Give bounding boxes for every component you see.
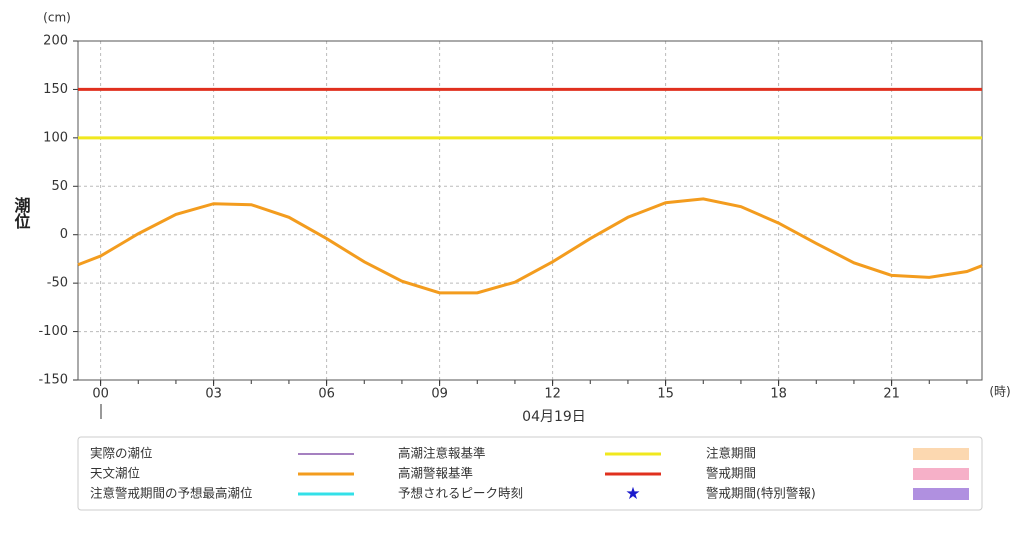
legend-label: 予想されるピーク時刻 — [398, 486, 523, 501]
y-tick-label: 50 — [51, 179, 68, 194]
y-tick-label: -50 — [47, 276, 68, 291]
y-unit: (cm) — [43, 11, 71, 25]
x-tick-label: 03 — [205, 387, 222, 402]
y-axis-label: 潮位 — [12, 196, 31, 230]
x-unit: (時) — [989, 385, 1010, 399]
legend-label: 実際の潮位 — [90, 446, 153, 461]
legend-swatch — [913, 468, 969, 480]
legend-label: 注意警戒期間の予想最高潮位 — [90, 486, 253, 501]
plot-frame — [77, 40, 983, 381]
x-tick-label: 12 — [544, 387, 561, 402]
legend-star: ★ — [625, 484, 640, 504]
y-tick-label: -100 — [38, 324, 68, 339]
x-tick-label: 15 — [657, 387, 674, 402]
y-tick-label: 150 — [43, 82, 68, 97]
x-tick-label: 00 — [92, 387, 109, 402]
legend-box — [77, 436, 983, 511]
legend-swatch — [913, 488, 969, 500]
date-label: 04月19日 — [522, 409, 586, 425]
legend-label: 警戒期間(特別警報) — [706, 486, 816, 501]
legend-swatch — [913, 448, 969, 460]
y-tick-label: -150 — [38, 373, 68, 388]
y-tick-label: 0 — [60, 227, 68, 242]
y-tick-label: 100 — [43, 130, 68, 145]
x-tick-label: 09 — [431, 387, 448, 402]
y-tick-label: 200 — [43, 34, 68, 49]
legend-label: 高潮注意報基準 — [398, 446, 486, 461]
x-tick-label: 21 — [883, 387, 900, 402]
x-tick-label: 18 — [770, 387, 787, 402]
legend-label: 注意期間 — [706, 446, 756, 461]
x-tick-label: 06 — [318, 387, 335, 402]
legend-label: 天文潮位 — [90, 466, 140, 481]
legend-label: 高潮警報基準 — [398, 466, 473, 481]
tide-line — [77, 197, 983, 295]
legend-label: 警戒期間 — [706, 466, 756, 481]
